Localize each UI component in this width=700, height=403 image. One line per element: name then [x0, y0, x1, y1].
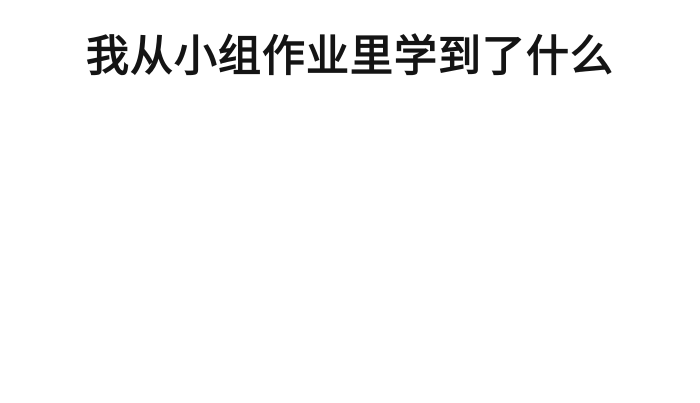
chart-title: 我从小组作业里学到了什么 — [86, 33, 614, 81]
